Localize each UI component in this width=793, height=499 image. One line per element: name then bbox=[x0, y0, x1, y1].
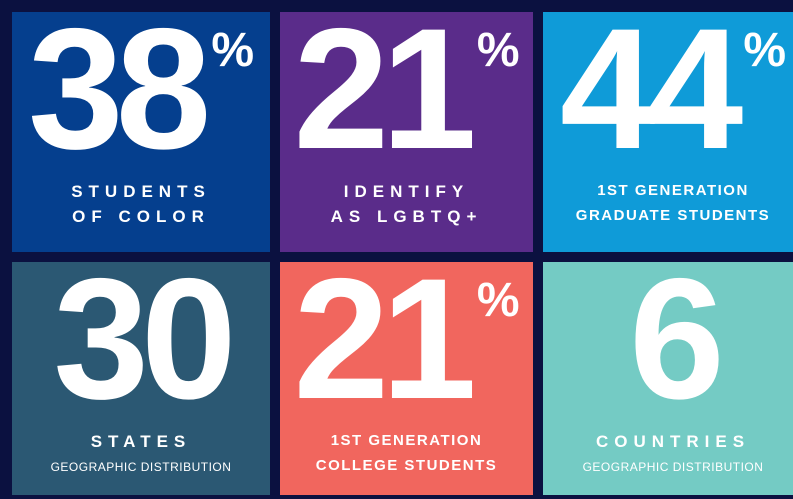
stat-label: IDENTIFY bbox=[343, 182, 470, 201]
stat-suffix: % bbox=[743, 24, 786, 77]
stat-sublabel: GRADUATE STUDENTS bbox=[575, 207, 771, 224]
stat-number: 21% bbox=[280, 262, 533, 425]
stat-suffix: % bbox=[476, 274, 520, 327]
stat-number: 44% bbox=[543, 12, 793, 175]
stat-sublabel: OF COLOR bbox=[72, 207, 210, 226]
stat-label: 1ST GENERATION bbox=[597, 182, 749, 199]
stat-value: 6 bbox=[629, 262, 725, 435]
stat-value: 21 bbox=[293, 12, 476, 185]
stat-sublabel: GEOGRAPHIC DISTRIBUTION bbox=[50, 460, 232, 474]
stat-label: STATES bbox=[90, 432, 192, 451]
stat-tile: 21% IDENTIFY AS LGBTQ+ bbox=[280, 12, 533, 252]
stat-tile: 21% 1ST GENERATION COLLEGE STUDENTS bbox=[280, 262, 533, 495]
stat-value: 30 bbox=[53, 262, 236, 435]
stat-tile: 38% STUDENTS OF COLOR bbox=[12, 12, 270, 252]
stat-label: COUNTRIES bbox=[595, 432, 751, 451]
stat-value: 21 bbox=[293, 262, 476, 435]
stat-tile: 30 STATES GEOGRAPHIC DISTRIBUTION bbox=[12, 262, 270, 495]
stat-number: 6 bbox=[543, 262, 793, 425]
stat-tile: 44% 1ST GENERATION GRADUATE STUDENTS bbox=[543, 12, 793, 252]
stat-suffix: % bbox=[211, 24, 254, 77]
stat-tile: 6 COUNTRIES GEOGRAPHIC DISTRIBUTION bbox=[543, 262, 793, 495]
stat-value: 38 bbox=[27, 12, 211, 185]
stat-suffix: % bbox=[476, 24, 520, 77]
stat-label: 1ST GENERATION bbox=[330, 432, 483, 449]
stat-number: 30 bbox=[12, 262, 270, 425]
stat-number: 21% bbox=[280, 12, 533, 175]
stat-sublabel: AS LGBTQ+ bbox=[330, 207, 483, 226]
stat-number: 38% bbox=[12, 12, 270, 175]
stat-label: STUDENTS bbox=[71, 182, 211, 201]
stat-sublabel: GEOGRAPHIC DISTRIBUTION bbox=[582, 460, 764, 474]
stat-value: 44 bbox=[559, 12, 743, 185]
stat-sublabel: COLLEGE STUDENTS bbox=[315, 457, 498, 474]
